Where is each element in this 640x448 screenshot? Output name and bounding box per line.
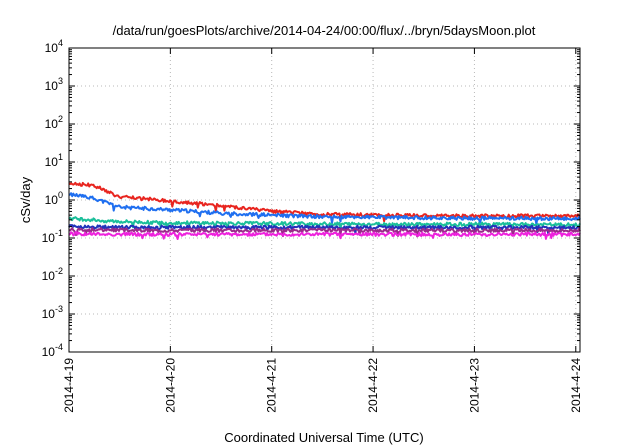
chart-title: /data/run/goesPlots/archive/2014-04-24/0… [113,23,536,38]
x-tick-label: 2014-4-19 [62,358,76,413]
x-tick-label: 2014-4-23 [467,358,481,413]
y-tick-exponent: -4 [55,342,63,352]
y-tick-base: 10 [45,155,59,169]
x-tick-label: 2014-4-24 [569,358,583,413]
y-tick-label: 100 [45,190,63,207]
x-axis-title: Coordinated Universal Time (UTC) [224,430,423,445]
y-tick-exponent: -2 [55,266,63,276]
y-tick-label: 10-3 [42,304,63,321]
y-tick-base: 10 [42,269,56,283]
series-line-2 [68,192,581,226]
series-layer [68,181,581,240]
y-tick-base: 10 [42,345,56,359]
y-tick-exponent: -1 [55,228,63,238]
y-tick-label: 103 [45,76,63,93]
y-axis-title: cSv/day [18,176,33,223]
y-tick-label: 101 [45,152,63,169]
grid [69,48,580,352]
y-tick-label: 10-1 [42,228,63,245]
ticks: 10-410-310-210-11001011021031042014-4-19… [42,38,583,413]
y-tick-label: 10-2 [42,266,63,283]
series-line-3 [68,216,581,230]
x-tick-label: 2014-4-20 [163,358,177,413]
y-tick-exponent: 4 [58,38,63,48]
y-tick-exponent: 3 [58,76,63,86]
y-tick-label: 102 [45,114,63,131]
series-line-4 [68,224,581,234]
y-tick-base: 10 [45,117,59,131]
y-tick-exponent: -3 [55,304,63,314]
y-tick-exponent: 2 [58,114,63,124]
y-tick-base: 10 [45,79,59,93]
y-tick-base: 10 [42,231,56,245]
x-tick-label: 2014-4-21 [265,358,279,413]
y-tick-exponent: 1 [58,152,63,162]
series-line-5 [68,227,581,238]
y-tick-exponent: 0 [58,190,63,200]
y-tick-label: 10-4 [42,342,63,359]
y-tick-base: 10 [45,193,59,207]
y-tick-label: 104 [45,38,63,55]
y-tick-base: 10 [42,307,56,321]
x-tick-label: 2014-4-22 [366,358,380,413]
y-tick-base: 10 [45,41,59,55]
series-line-6 [68,231,581,240]
